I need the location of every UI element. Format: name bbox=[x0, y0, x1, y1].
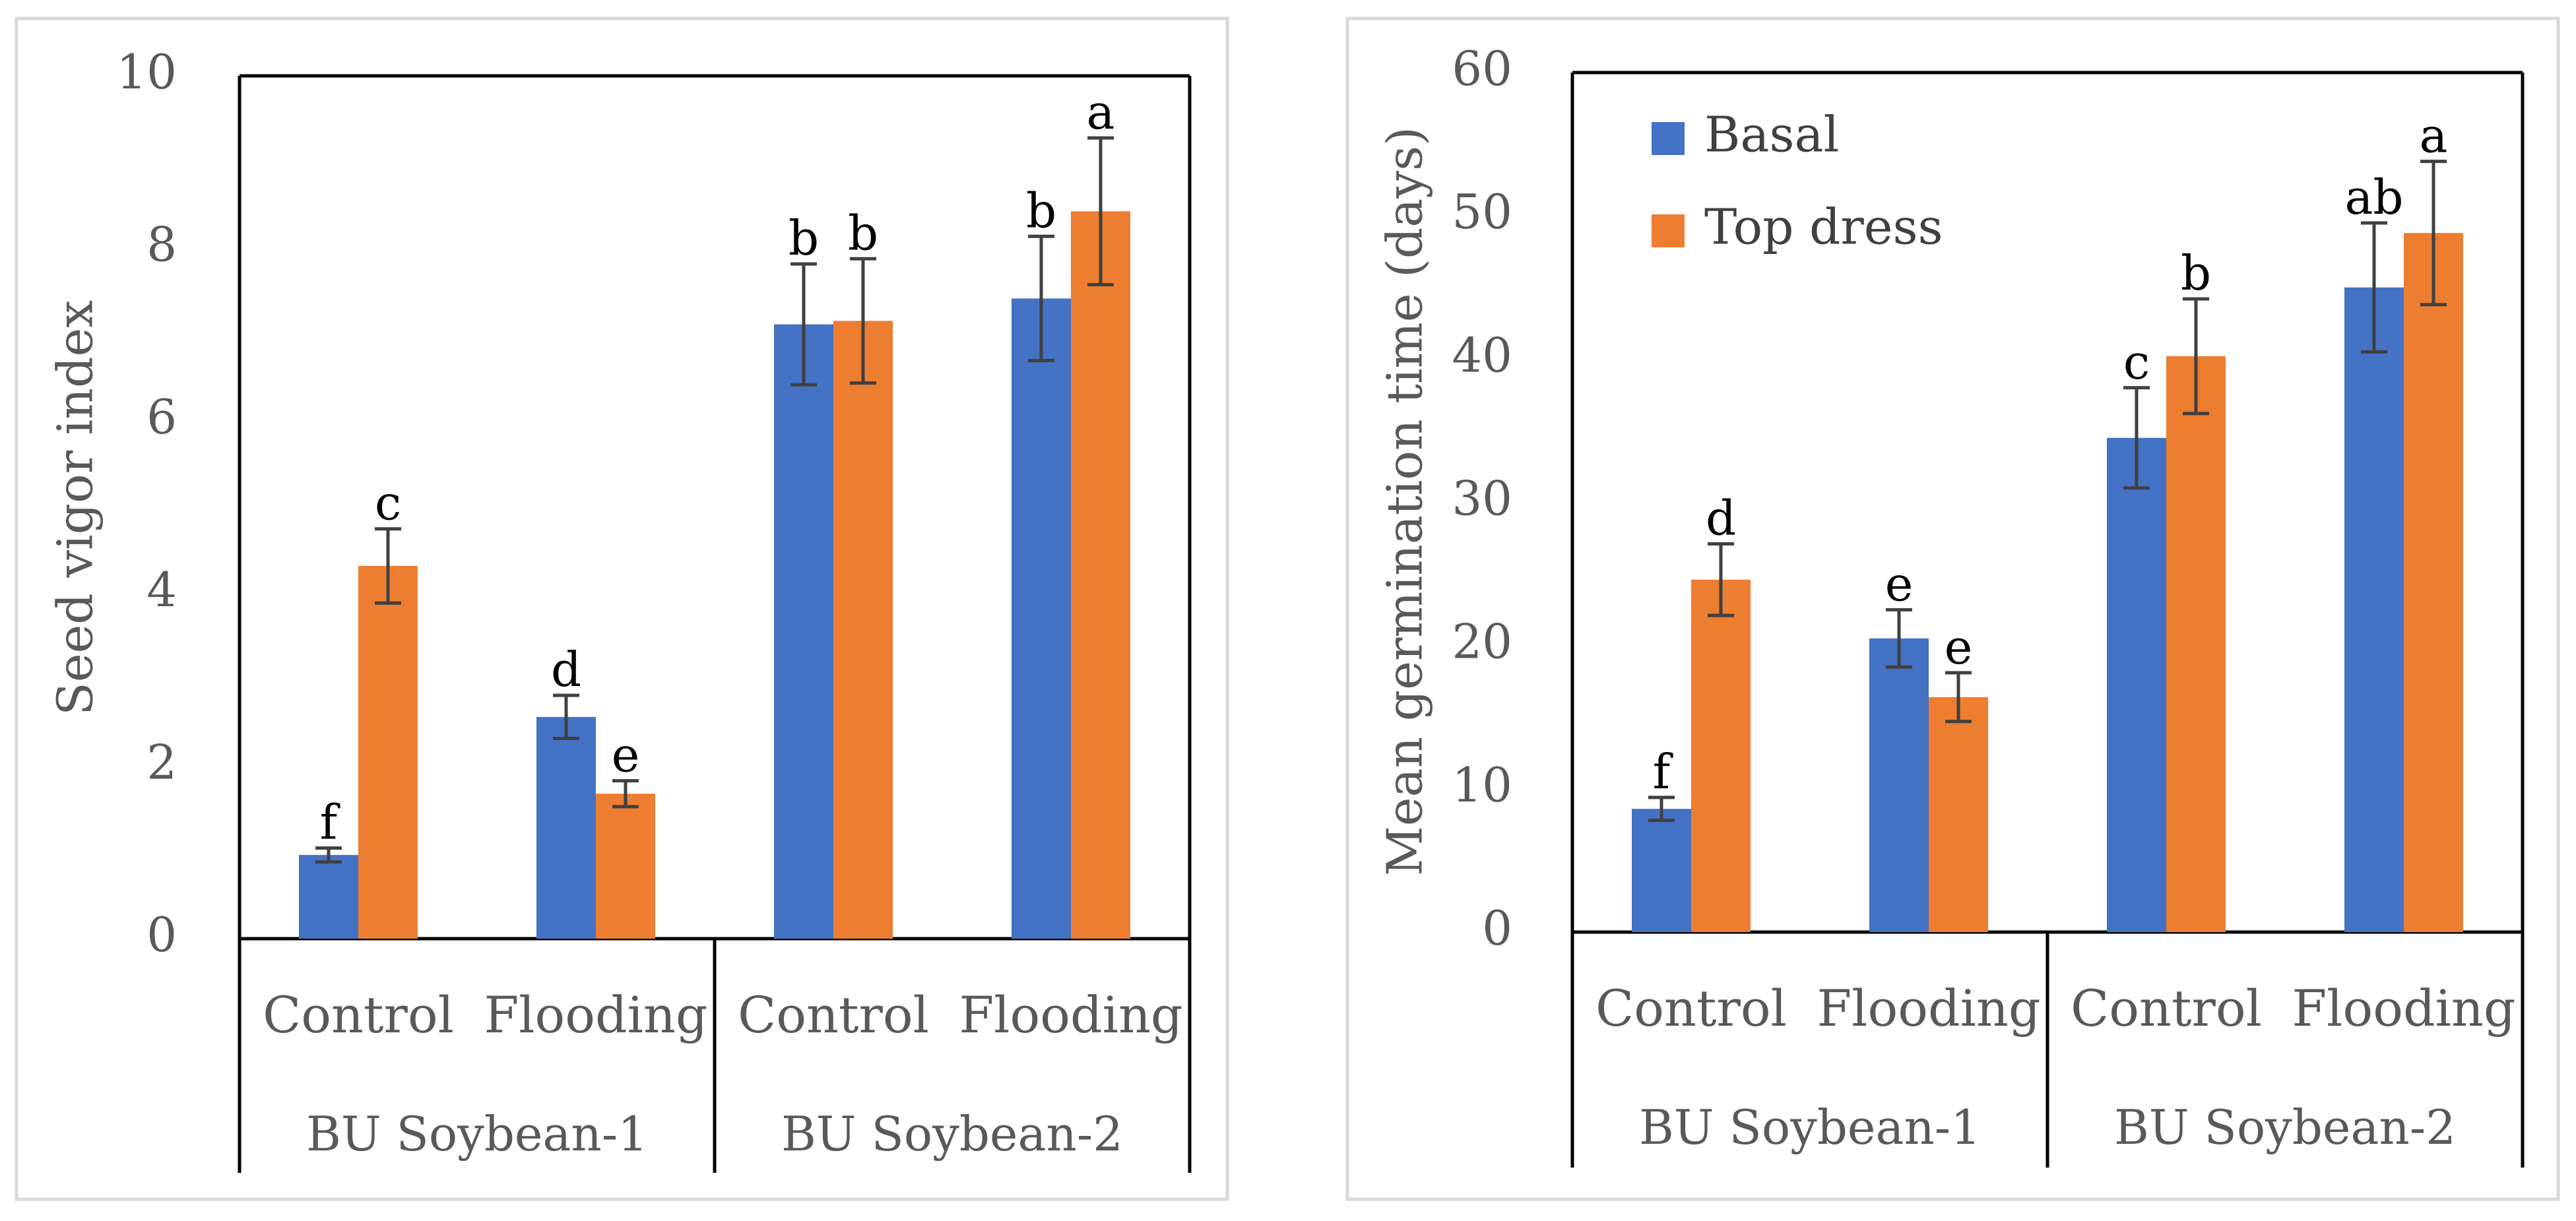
chart-left-bar-basal bbox=[536, 716, 596, 939]
chart-right-bar-top-dress bbox=[2404, 233, 2463, 932]
chart-right-category-label: Control bbox=[1595, 979, 1787, 1038]
chart-left-category-label: Flooding bbox=[959, 986, 1182, 1044]
chart-left-category-label: Control bbox=[263, 986, 454, 1044]
chart-right-ytick-label: 40 bbox=[1452, 327, 1512, 383]
chart-left-significance-letter: d bbox=[551, 642, 581, 697]
chart-left-category-label: Control bbox=[738, 986, 929, 1044]
chart-right-significance-letter: d bbox=[1706, 490, 1736, 546]
legend-label: Basal bbox=[1704, 106, 1839, 163]
chart-left-bar-top-dress bbox=[833, 321, 893, 939]
chart-left-ytick-label: 6 bbox=[146, 389, 177, 445]
chart-right-ytick-label: 20 bbox=[1452, 614, 1512, 670]
chart-right-bar-top-dress bbox=[2166, 356, 2226, 932]
chart-left-bar-basal bbox=[299, 855, 358, 939]
chart-left-group-label: BU Soybean-1 bbox=[306, 1106, 648, 1162]
chart-left-significance-letter: b bbox=[1026, 183, 1056, 238]
chart-right-significance-letter: e bbox=[1885, 556, 1914, 611]
chart-right-group-label: BU Soybean-2 bbox=[2114, 1100, 2456, 1155]
chart-left-ytick-label: 2 bbox=[146, 734, 177, 790]
chart-right-significance-letter: a bbox=[2420, 108, 2448, 164]
chart-left-ytick-label: 0 bbox=[146, 907, 177, 962]
chart-right-bar-basal bbox=[2107, 437, 2166, 932]
chart-left-bar-basal bbox=[1012, 298, 1071, 939]
chart-left-category-label: Flooding bbox=[484, 986, 707, 1044]
chart-right-ytick-label: 10 bbox=[1452, 757, 1512, 813]
chart-left-ytick-label: 4 bbox=[146, 562, 177, 617]
chart-right-bar-basal bbox=[2344, 287, 2404, 932]
chart-left-bar-top-dress bbox=[358, 565, 418, 939]
chart-left-significance-letter: b bbox=[848, 205, 878, 261]
legend-swatch-basal bbox=[1652, 122, 1685, 155]
chart-right-bar-top-dress bbox=[1691, 579, 1751, 932]
chart-left-significance-letter: e bbox=[612, 728, 640, 783]
chart-left-bar-top-dress bbox=[596, 794, 655, 939]
chart-right-significance-letter: c bbox=[2123, 334, 2150, 390]
chart-right-category-label: Flooding bbox=[2292, 979, 2515, 1038]
chart-right-bar-top-dress bbox=[1929, 697, 1988, 932]
legend-swatch-top-dress bbox=[1652, 214, 1685, 247]
chart-right-significance-letter: f bbox=[1653, 744, 1673, 799]
chart-right-significance-letter: ab bbox=[2344, 170, 2403, 225]
chart-right-ylabel: Mean germination time (days) bbox=[1376, 127, 1433, 876]
chart-left-bar-basal bbox=[774, 324, 833, 939]
chart-right-category-label: Flooding bbox=[1817, 979, 2040, 1038]
chart-left-group-label: BU Soybean-2 bbox=[781, 1106, 1123, 1162]
chart-right-ytick-label: 60 bbox=[1452, 41, 1512, 96]
chart-right-bar-basal bbox=[1869, 638, 1929, 932]
chart-left-significance-letter: f bbox=[320, 795, 340, 850]
chart-right-ytick-label: 0 bbox=[1482, 900, 1512, 956]
chart-right-significance-letter: e bbox=[1945, 619, 1973, 675]
chart-left-ytick-label: 8 bbox=[146, 217, 177, 272]
chart-right-ytick-label: 50 bbox=[1452, 184, 1512, 239]
chart-left-bar-top-dress bbox=[1071, 211, 1130, 939]
chart-right-bar-basal bbox=[1632, 809, 1691, 932]
chart-right-ytick-label: 30 bbox=[1452, 471, 1512, 526]
chart-left-significance-letter: b bbox=[789, 210, 819, 266]
chart-left-ytick-label: 10 bbox=[116, 44, 177, 100]
chart-right-group-label: BU Soybean-1 bbox=[1639, 1100, 1981, 1155]
chart-right-significance-letter: b bbox=[2181, 245, 2211, 301]
chart-left-significance-letter: a bbox=[1087, 84, 1115, 140]
chart-left-ylabel: Seed vigor index bbox=[47, 300, 104, 716]
legend-label: Top dress bbox=[1704, 199, 1943, 255]
chart-right-category-label: Control bbox=[2071, 979, 2262, 1038]
chart-left-significance-letter: c bbox=[375, 476, 401, 531]
